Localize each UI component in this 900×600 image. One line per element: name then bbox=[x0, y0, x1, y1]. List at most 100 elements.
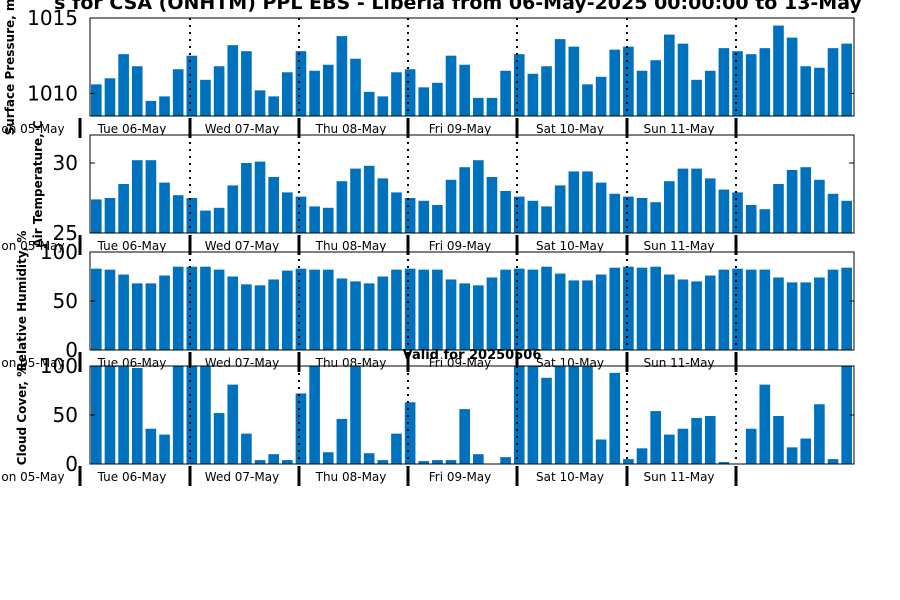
bar bbox=[500, 70, 511, 116]
bar bbox=[241, 163, 252, 233]
bar bbox=[131, 160, 143, 233]
bar bbox=[309, 366, 320, 464]
bar bbox=[800, 438, 812, 464]
bar bbox=[418, 269, 430, 350]
bar bbox=[350, 58, 361, 116]
day-label: Tue 06-May bbox=[97, 122, 167, 136]
bar bbox=[363, 283, 375, 350]
bar bbox=[759, 384, 771, 464]
day-label: Sat 10-May bbox=[536, 122, 604, 136]
day-label: Fri 09-May bbox=[429, 239, 492, 253]
bar bbox=[145, 428, 157, 464]
y-axis-label: Surface Pressure, m bbox=[3, 0, 17, 135]
bar bbox=[827, 459, 839, 464]
bar bbox=[186, 55, 198, 116]
bar bbox=[131, 367, 143, 464]
bar bbox=[254, 460, 266, 464]
bar bbox=[650, 411, 661, 464]
bar bbox=[513, 366, 525, 464]
bar bbox=[704, 415, 716, 464]
bar bbox=[145, 283, 157, 350]
bar bbox=[254, 161, 266, 233]
bar bbox=[732, 268, 743, 350]
bar bbox=[309, 269, 320, 350]
bar bbox=[459, 64, 470, 116]
y-tick-label: 1015 bbox=[27, 6, 78, 30]
day-label: Thu 08-May bbox=[315, 122, 387, 136]
bar bbox=[541, 266, 552, 350]
bar bbox=[718, 189, 730, 233]
bar bbox=[677, 43, 689, 116]
bar bbox=[131, 66, 143, 116]
bar bbox=[104, 78, 116, 116]
bar bbox=[745, 269, 757, 350]
bar bbox=[554, 273, 566, 350]
bar bbox=[363, 165, 375, 233]
bar bbox=[186, 198, 198, 233]
panels-group: 1010 1015 on 05-May Tue 06-May Wed 07-May Thu… bbox=[1, 0, 855, 486]
bar bbox=[473, 160, 484, 233]
bar bbox=[677, 279, 689, 350]
bar bbox=[500, 269, 511, 350]
bar bbox=[664, 434, 675, 464]
bar bbox=[118, 274, 129, 350]
bar bbox=[704, 275, 716, 350]
day-label: Thu 08-May bbox=[315, 239, 387, 253]
bar bbox=[377, 178, 389, 233]
day-label: on 05-May bbox=[1, 239, 64, 253]
day-label: Sun 11-May bbox=[643, 122, 714, 136]
bar bbox=[650, 266, 661, 350]
bar bbox=[691, 281, 702, 350]
bar bbox=[814, 277, 825, 350]
bar bbox=[404, 198, 416, 233]
bar bbox=[623, 46, 634, 116]
bar bbox=[473, 454, 484, 464]
bar bbox=[131, 283, 143, 350]
bar bbox=[691, 417, 702, 464]
bar bbox=[513, 196, 525, 233]
bar bbox=[814, 67, 825, 116]
bar bbox=[432, 82, 443, 116]
bar bbox=[213, 269, 225, 350]
bar bbox=[745, 428, 757, 464]
bar bbox=[595, 274, 607, 350]
bar bbox=[91, 84, 102, 116]
bar bbox=[650, 202, 661, 233]
bar bbox=[104, 366, 116, 464]
bar bbox=[404, 69, 416, 116]
bar bbox=[568, 171, 580, 233]
bar bbox=[159, 434, 170, 464]
bar bbox=[786, 447, 798, 464]
bar bbox=[227, 45, 239, 116]
bar bbox=[282, 270, 293, 350]
bar bbox=[363, 453, 375, 464]
y-tick-label: 100 bbox=[40, 354, 78, 378]
bar bbox=[172, 266, 184, 350]
bar bbox=[718, 269, 730, 350]
bar bbox=[322, 269, 334, 350]
bar bbox=[568, 366, 580, 464]
bar bbox=[159, 182, 170, 233]
bar bbox=[391, 192, 402, 233]
bar bbox=[200, 210, 211, 233]
bar bbox=[118, 366, 129, 464]
bar bbox=[554, 185, 566, 233]
y-tick-label: 100 bbox=[40, 240, 78, 264]
bar bbox=[786, 37, 798, 116]
bar bbox=[418, 87, 430, 116]
bar bbox=[827, 193, 839, 233]
bar bbox=[268, 96, 279, 116]
bar bbox=[91, 366, 102, 464]
bar bbox=[391, 72, 402, 116]
bar bbox=[500, 457, 511, 464]
day-label: Tue 06-May bbox=[97, 470, 167, 484]
bar bbox=[295, 51, 307, 116]
bar bbox=[786, 282, 798, 350]
bar bbox=[227, 276, 239, 350]
bar bbox=[282, 192, 293, 233]
bar bbox=[691, 79, 702, 116]
bar bbox=[350, 366, 361, 464]
day-label: Wed 07-May bbox=[205, 470, 279, 484]
bar bbox=[459, 167, 470, 233]
y-tick-label: 1010 bbox=[27, 81, 78, 105]
